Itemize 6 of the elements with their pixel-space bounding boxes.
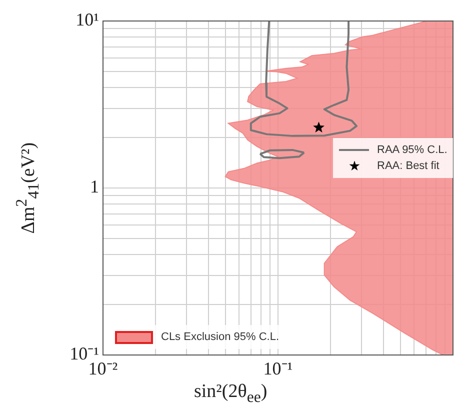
legend-label: RAA 95% C.L. xyxy=(377,144,448,156)
x-axis-title: sin²(2θ$_{ee}$) xyxy=(194,381,268,407)
legend-label: RAA: Best fit xyxy=(377,160,440,172)
legend-label: CLs Exclusion 95% C.L. xyxy=(161,331,279,343)
y-tick-label: 10¹ xyxy=(76,10,99,30)
y-tick-label: 1 xyxy=(90,176,99,197)
